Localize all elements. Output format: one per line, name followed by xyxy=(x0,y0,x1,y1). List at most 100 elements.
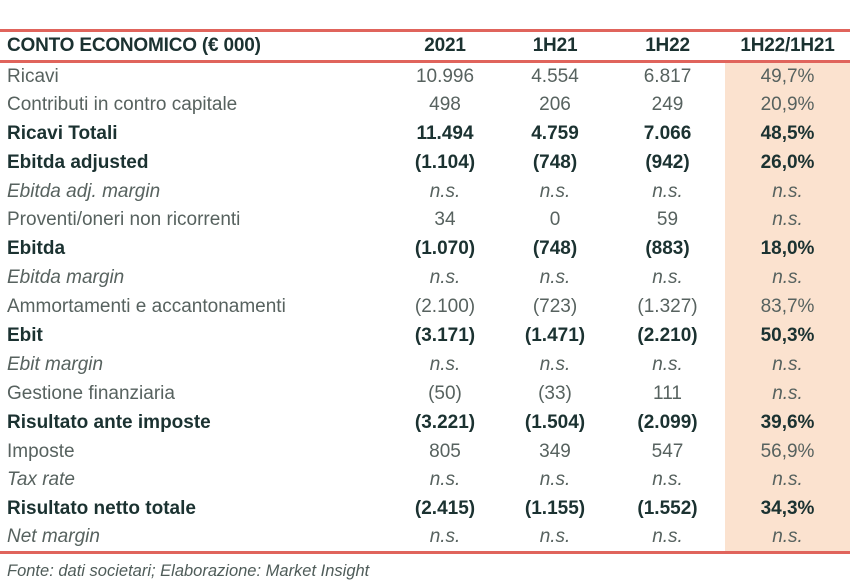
table-row: Ebitda margin n.s. n.s. n.s. n.s. xyxy=(0,263,850,293)
col-1h22: n.s. xyxy=(652,267,683,289)
col-ratio: 26,0% xyxy=(725,148,850,178)
col-ratio: 49,7% xyxy=(725,61,850,91)
col-2021: 498 xyxy=(429,93,461,115)
col-ratio: n.s. xyxy=(725,263,850,293)
col-1h22: (2.099) xyxy=(637,411,698,433)
source-note: Fonte: dati societari; Elaborazione: Mar… xyxy=(7,562,370,581)
col-1h22: (942) xyxy=(645,151,690,173)
table-row: Risultato ante imposte (3.221) (1.504) (2.0… xyxy=(0,408,850,438)
table-row: Ebitda (1.070) (748) (883) 18,0% xyxy=(0,234,850,264)
row-label: Ebitda adjusted xyxy=(7,151,149,173)
column-header-conto-economico: CONTO ECONOMICO (€ 000) xyxy=(7,35,261,56)
col-1h22: (1.552) xyxy=(637,498,698,520)
table-row: Ebitda adj. margin n.s. n.s. n.s. n.s. xyxy=(0,177,850,206)
col-1h22: 7.066 xyxy=(643,122,692,144)
col-ratio: 56,9% xyxy=(725,437,850,466)
col-ratio: 18,0% xyxy=(725,234,850,264)
col-1h22: n.s. xyxy=(652,526,683,548)
col-1h21: (748) xyxy=(532,238,578,260)
col-1h22: n.s. xyxy=(652,180,683,202)
table-row: Contributi in contro capitale 498 206 249 20… xyxy=(0,90,850,120)
column-header-1h21: 1H21 xyxy=(532,35,578,56)
column-header-1h22-1h21: 1H22/1H21 xyxy=(740,35,835,56)
table-row: Ebitda adjusted (1.104) (748) (942) 26,0% xyxy=(0,148,850,178)
col-2021: n.s. xyxy=(429,180,461,202)
table-row: Ricavi 10.996 4.554 6.817 49,7% xyxy=(0,61,850,91)
col-1h22: (883) xyxy=(645,238,690,260)
table-row: Ricavi Totali 11.494 4.759 7.066 48,5% xyxy=(0,119,850,149)
row-label: Ammortamenti e accantonamenti xyxy=(7,296,286,318)
col-1h22: 111 xyxy=(653,382,682,404)
col-2021: (1.104) xyxy=(414,151,476,173)
col-ratio: 34,3% xyxy=(725,494,850,524)
col-2021: (2.100) xyxy=(414,296,476,318)
col-1h21: 4.759 xyxy=(531,122,579,144)
row-label: Ebit margin xyxy=(7,353,104,375)
row-label: Contributi in contro capitale xyxy=(7,93,238,115)
col-2021: n.s. xyxy=(429,267,461,289)
col-2021: (2.415) xyxy=(414,498,476,520)
row-label: Imposte xyxy=(7,440,75,462)
col-2021: 10.996 xyxy=(415,65,475,87)
col-1h22: 6.817 xyxy=(643,65,692,87)
col-2021: n.s. xyxy=(429,353,461,375)
col-ratio: 50,3% xyxy=(725,321,850,351)
table-row: Ebit margin n.s. n.s. n.s. n.s. xyxy=(0,350,850,380)
col-2021: 805 xyxy=(429,440,461,462)
col-1h21: (748) xyxy=(532,151,578,173)
table-header: CONTO ECONOMICO (€ 000) 2021 1H21 1H22 1… xyxy=(0,31,850,62)
col-ratio: 20,9% xyxy=(725,90,850,120)
col-1h22: 547 xyxy=(651,440,684,462)
col-1h22: 249 xyxy=(651,93,684,115)
col-ratio: n.s. xyxy=(725,465,850,495)
col-1h21: n.s. xyxy=(539,267,571,289)
col-2021: (1.070) xyxy=(414,238,476,260)
col-1h21: (1.504) xyxy=(524,411,586,433)
row-label: Net margin xyxy=(7,526,100,548)
col-ratio: 48,5% xyxy=(725,119,850,149)
col-1h22: 59 xyxy=(656,209,679,231)
col-1h21: n.s. xyxy=(539,526,571,548)
table-row: Imposte 805 349 547 56,9% xyxy=(0,437,850,466)
col-1h22: n.s. xyxy=(652,469,683,491)
col-1h21: 206 xyxy=(539,93,571,115)
table-row: Gestione finanziaria (50) (33) 111 n.s. xyxy=(0,379,850,409)
col-1h21: (1.471) xyxy=(524,324,586,346)
table-row: Ebit (3.171) (1.471) (2.210) 50,3% xyxy=(0,321,850,351)
table-row: Risultato netto totale (2.415) (1.155) (1.5… xyxy=(0,494,850,524)
col-2021: (3.171) xyxy=(414,324,476,346)
col-2021: n.s. xyxy=(429,469,461,491)
col-1h21: n.s. xyxy=(539,469,571,491)
row-label: Ebit xyxy=(7,324,43,346)
row-label: Gestione finanziaria xyxy=(7,382,175,404)
col-1h22: (1.327) xyxy=(637,296,698,318)
col-1h21: (1.155) xyxy=(524,498,586,520)
row-label: Ricavi xyxy=(7,65,59,87)
col-1h22: n.s. xyxy=(652,353,683,375)
column-header-2021: 2021 xyxy=(424,35,466,56)
table-row: Ammortamenti e accantonamenti (2.100) (723… xyxy=(0,292,850,322)
col-ratio: n.s. xyxy=(725,177,850,206)
table-body: Ricavi 10.996 4.554 6.817 49,7% Contributi in… xyxy=(0,61,850,553)
col-1h21: n.s. xyxy=(539,180,571,202)
row-label: Proventi/oneri non ricorrenti xyxy=(7,209,241,231)
table-row: Net margin n.s. n.s. n.s. n.s. xyxy=(0,523,850,553)
col-ratio: 83,7% xyxy=(725,292,850,322)
col-1h21: 4.554 xyxy=(531,65,579,87)
col-ratio: n.s. xyxy=(725,379,850,409)
row-label: Ebitda adj. margin xyxy=(7,180,161,202)
column-header-1h22: 1H22 xyxy=(645,35,690,56)
col-1h21: 0 xyxy=(549,209,561,231)
row-label: Ricavi Totali xyxy=(7,122,118,144)
col-1h21: (33) xyxy=(538,382,572,404)
col-1h21: 349 xyxy=(539,440,571,462)
col-2021: (50) xyxy=(428,382,462,404)
col-ratio: 39,6% xyxy=(725,408,850,438)
header-row: CONTO ECONOMICO (€ 000) 2021 1H21 1H22 1… xyxy=(0,31,850,62)
col-ratio: n.s. xyxy=(725,205,850,235)
row-label: Tax rate xyxy=(7,469,75,491)
col-2021: 34 xyxy=(434,209,456,231)
col-2021: n.s. xyxy=(429,526,461,548)
col-ratio: n.s. xyxy=(725,350,850,380)
